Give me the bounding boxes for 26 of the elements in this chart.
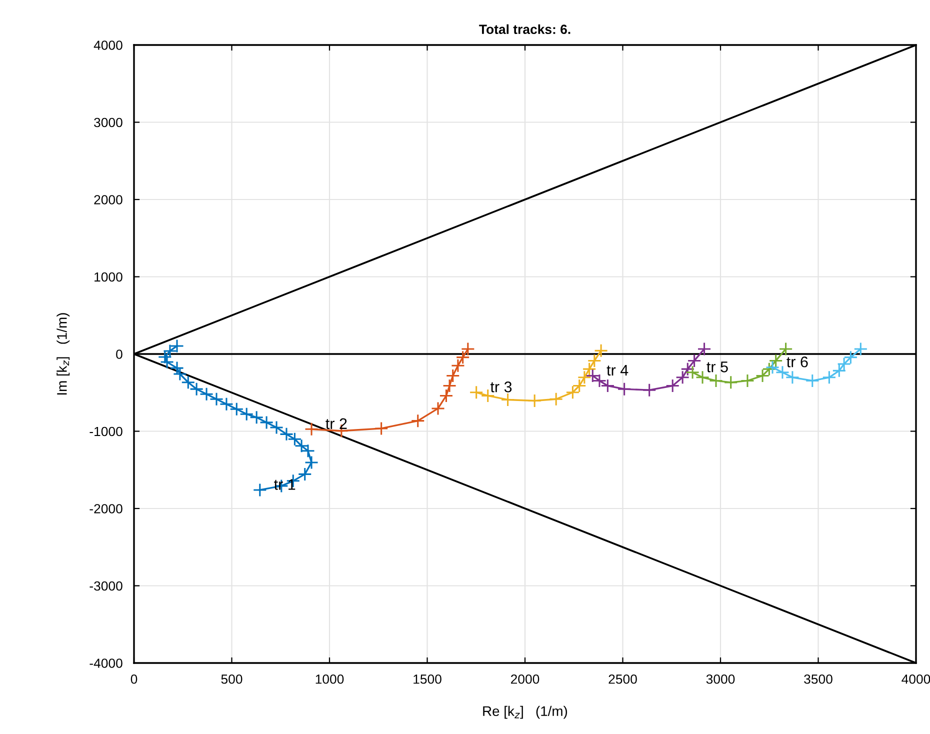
- x-axis-title: Re [k$_{z}$] (1/m): [483, 706, 568, 719]
- x-tick-label: 3500: [804, 674, 832, 684]
- x-tick-label: 1500: [414, 674, 442, 684]
- series-label: tr 4: [606, 364, 628, 376]
- y-tick-label: -3000: [90, 581, 122, 591]
- y-tick-label: -2000: [90, 504, 122, 514]
- x-tick-label: 3000: [706, 674, 735, 684]
- y-tick-label: 4000: [94, 40, 122, 50]
- y-tick-label: 2000: [94, 195, 122, 204]
- x-tick-label: 2000: [510, 674, 540, 684]
- x-tick-label: 1000: [316, 674, 344, 684]
- series-label: tr 3: [490, 382, 512, 392]
- y-tick-label: 1000: [94, 272, 122, 282]
- x-tick-label: 2500: [608, 674, 637, 684]
- y-tick-label: -1000: [90, 426, 122, 436]
- series-label: tr 5: [706, 362, 728, 372]
- series-label: tr 2: [326, 418, 347, 430]
- y-tick-label: 0: [116, 350, 122, 359]
- y-tick-label: 3000: [94, 118, 122, 128]
- x-tick-label: 4000: [902, 674, 930, 684]
- y-tick-label: -4000: [90, 658, 122, 668]
- x-tick-label: 500: [221, 674, 242, 684]
- series-label: tr 6: [786, 356, 808, 368]
- y-axis-title: Im [k$_{z}$] (1/m): [56, 313, 70, 395]
- x-tick-label: 0: [130, 674, 138, 684]
- chart-title: Total tracks: 6.: [479, 24, 570, 34]
